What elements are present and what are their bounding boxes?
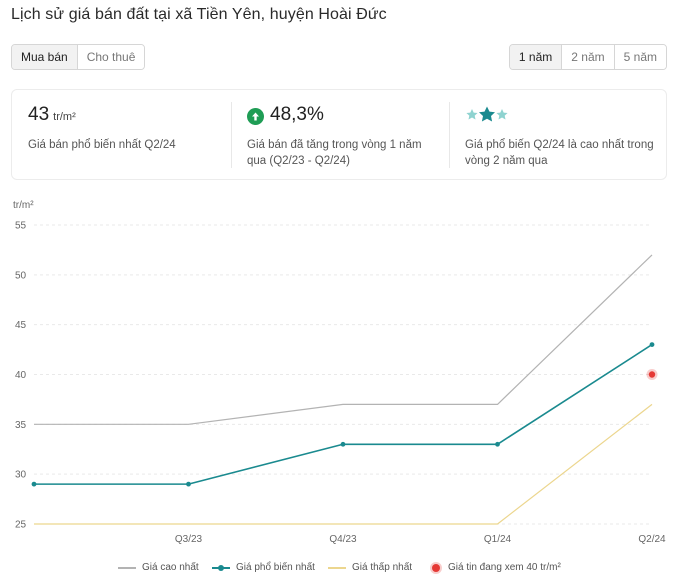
x-tick-label: Q2/24 <box>638 534 666 545</box>
mode-tabs: Mua bán Cho thuê <box>11 44 146 70</box>
stat-common-price: 43 tr/m² Giá bán phổ biến nhất Q2/24 <box>12 90 231 179</box>
legend-common: Giá phổ biến nhất <box>212 562 315 573</box>
y-tick-label: 55 <box>15 221 27 232</box>
series-line-common <box>34 343 653 485</box>
star-dark-icon <box>479 106 495 122</box>
tab-mua-ban[interactable]: Mua bán <box>12 45 77 69</box>
star-light-icon <box>496 109 508 120</box>
star-light-icon <box>466 109 478 120</box>
y-tick-label: 30 <box>15 470 27 481</box>
legend-dot-listing <box>432 563 440 572</box>
data-point-common <box>186 481 191 487</box>
legend-label-lowest: Giá thấp nhất <box>352 562 413 573</box>
y-axis-unit-label: tr/m² <box>13 200 34 211</box>
page-title: Lịch sử giá bán đất tại xã Tiền Yên, huy… <box>11 6 387 23</box>
data-point-common <box>649 342 655 347</box>
stats-panel: 43 tr/m² Giá bán phổ biến nhất Q2/24 48,… <box>11 89 667 180</box>
tab-2-years[interactable]: 2 năm <box>561 45 614 69</box>
price-growth-description: Giá bán đã tăng trong vòng 1 năm qua (Q2… <box>247 139 422 167</box>
y-tick-label: 35 <box>15 420 27 431</box>
y-tick-label: 45 <box>15 320 27 331</box>
common-price-description: Giá bán phổ biến nhất Q2/24 <box>28 139 176 151</box>
listing-point <box>648 371 656 378</box>
legend-label-common: Giá phổ biến nhất <box>236 562 315 573</box>
stats-divider <box>449 102 450 168</box>
tab-1-year[interactable]: 1 năm <box>509 45 562 69</box>
price-rank-description: Giá phổ biến Q2/24 là cao nhất trong vòn… <box>465 139 654 167</box>
y-tick-label: 50 <box>15 270 27 281</box>
data-point-common <box>31 481 37 487</box>
series-line-highest <box>34 254 653 425</box>
tab-cho-thue[interactable]: Cho thuê <box>76 45 145 69</box>
legend-label-listing: Giá tin đang xem 40 tr/m² <box>448 562 561 573</box>
arrow-up-circle-icon <box>247 108 264 125</box>
legend-label-highest: Giá cao nhất <box>142 562 199 573</box>
range-tabs: 1 năm 2 năm 5 năm <box>508 44 667 70</box>
stats-divider <box>231 102 232 168</box>
stat-price-growth: 48,3% Giá bán đã tăng trong vòng 1 năm q… <box>231 90 449 179</box>
series-line-lowest <box>34 403 653 525</box>
legend-listing: Giá tin đang xem 40 tr/m² <box>432 562 561 573</box>
data-point-common <box>495 441 500 447</box>
x-tick-label: Q1/24 <box>484 534 512 545</box>
x-tick-label: Q4/23 <box>329 534 357 545</box>
legend-line-common <box>212 564 230 571</box>
x-tick-label: Q3/23 <box>175 534 203 545</box>
tab-5-years[interactable]: 5 năm <box>613 45 666 69</box>
price-history-chart: tr/m² 25 30 35 40 45 50 55 Q3/23 Q4/23 Q1/24 Q2/24 <box>13 200 666 545</box>
legend-line-lowest <box>328 566 346 569</box>
legend-line-highest <box>118 566 136 569</box>
data-point-common <box>340 441 346 447</box>
stars-rating-icon <box>465 106 511 124</box>
price-growth-value: 48,3% <box>270 104 324 125</box>
common-price-unit: tr/m² <box>53 111 76 123</box>
y-tick-label: 25 <box>15 520 27 531</box>
common-price-value: 43 <box>28 104 50 125</box>
legend-highest: Giá cao nhất <box>118 562 199 573</box>
stat-price-rank: Giá phổ biến Q2/24 là cao nhất trong vòn… <box>449 90 668 179</box>
chart-legend: Giá cao nhất Giá phổ biến nhất Giá thấp … <box>0 562 680 576</box>
y-tick-label: 40 <box>15 370 27 381</box>
legend-lowest: Giá thấp nhất <box>328 562 412 573</box>
